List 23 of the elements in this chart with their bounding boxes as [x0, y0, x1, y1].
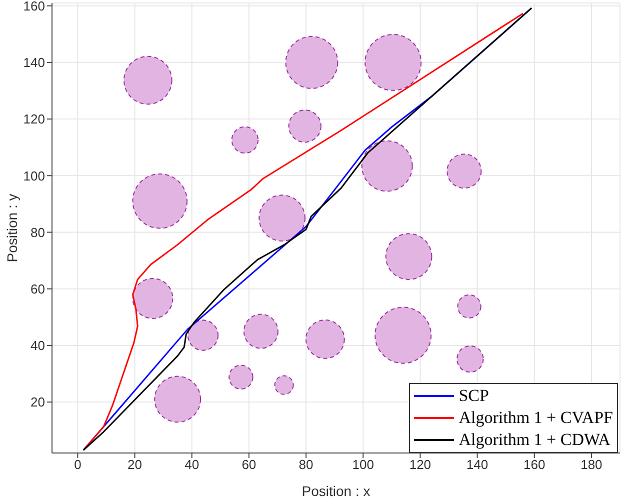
- y-tick-label: 20: [30, 394, 45, 410]
- x-tick-label: 20: [128, 457, 142, 472]
- legend-label: Algorithm 1 + CDWA: [458, 429, 610, 451]
- legend-label: SCP: [458, 385, 489, 407]
- x-axis-title: Position : x: [302, 483, 370, 499]
- y-tick-label: 160: [23, 0, 45, 14]
- x-tick-label: 100: [352, 457, 374, 472]
- x-tick-label: 180: [580, 457, 602, 472]
- x-tick-label: 0: [74, 457, 82, 472]
- y-axis-title: Position : y: [4, 194, 20, 262]
- y-tick-label: 100: [23, 168, 45, 184]
- x-tick-label: 160: [524, 457, 546, 472]
- x-tick-label: 80: [298, 457, 314, 472]
- x-tick-label: 140: [466, 457, 488, 472]
- x-tick-label: 60: [242, 457, 256, 472]
- y-tick-label: 80: [30, 224, 45, 240]
- y-tick-label: 140: [23, 55, 45, 70]
- y-tick-label: 120: [23, 112, 45, 127]
- y-tick-label: 60: [30, 281, 45, 296]
- x-tick-label: 40: [184, 457, 200, 472]
- x-tick-label: 120: [409, 457, 432, 472]
- legend-label: Algorithm 1 + CVAPF: [458, 407, 613, 429]
- y-tick-label: 40: [30, 338, 45, 354]
